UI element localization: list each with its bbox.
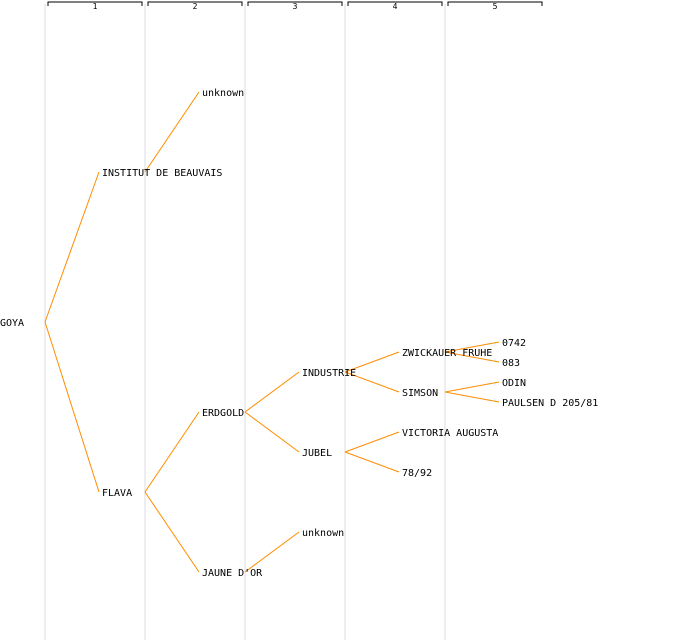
tree-node-label: GOYA [0,318,24,329]
tree-edge [444,381,500,393]
generation-gridlines [44,4,446,640]
tree-node-label: INDUSTRIE [302,368,356,379]
generation-bracket [147,1,243,6]
tree-node-label: PAULSEN D 205/81 [502,398,598,409]
tree-node-label: 0742 [502,338,526,349]
tree-edge [244,411,300,453]
tree-edge [344,431,400,453]
tree-edge [144,491,200,573]
tree-edge [244,371,300,413]
generation-bracket [247,1,343,6]
generation-number: 3 [293,2,298,11]
tree-edges [44,91,500,573]
tree-edge [144,411,200,493]
tree-node-label: INSTITUT DE BEAUVAIS [102,168,222,179]
tree-node-label: unknown [202,88,244,99]
tree-node-label: 083 [502,358,520,369]
generation-number: 4 [393,2,398,11]
tree-node-label: SIMSON [402,388,438,399]
tree-edge [344,451,400,473]
generation-bracket [347,1,443,6]
generation-header: 1 2 3 4 5 [47,1,543,11]
tree-edge [244,531,300,573]
tree-labels: GOYA INSTITUT DE BEAUVAIS unknown FLAVA ERDG… [0,88,598,579]
tree-node-label: ZWICKAUER FRUHE [402,348,492,359]
tree-edge [444,391,500,403]
tree-node-label: 78/92 [402,468,432,479]
tree-edge [44,171,100,323]
tree-node-label: ERDGOLD [202,408,244,419]
generation-bracket [447,1,543,6]
generation-number: 2 [193,2,198,11]
generation-number: 5 [493,2,498,11]
generation-bracket [47,1,143,6]
tree-node-label: ODIN [502,378,526,389]
tree-edge [44,321,100,493]
tree-edge [444,341,500,353]
tree-node-label: JUBEL [302,448,332,459]
tree-node-label: JAUNE D'OR [202,568,263,579]
tree-edge [144,91,200,173]
tree-node-label: FLAVA [102,488,132,499]
tree-edge [444,351,500,363]
generation-number: 1 [93,2,98,11]
tree-edge [344,371,400,393]
tree-node-label: VICTORIA AUGUSTA [402,428,498,439]
tree-node-label: unknown [302,528,344,539]
tree-edge [344,351,400,373]
